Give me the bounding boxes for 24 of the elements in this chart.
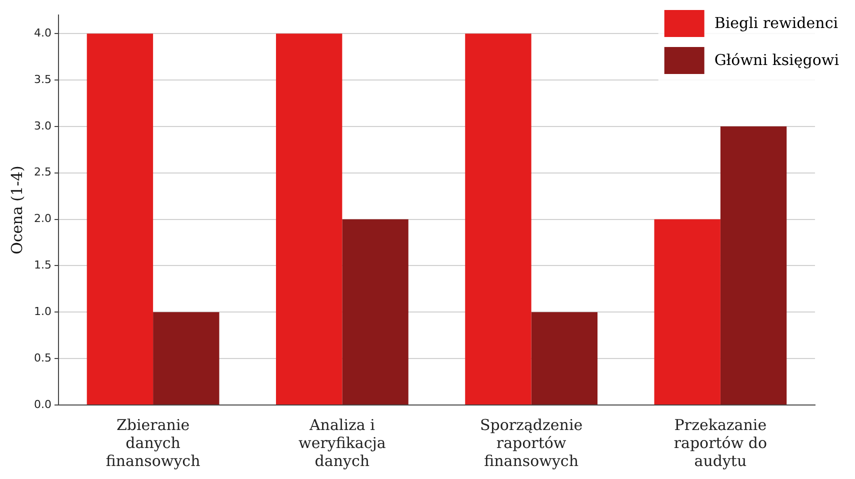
legend-label: Biegli rewidenci xyxy=(714,14,838,32)
y-tick-label: 2.5 xyxy=(34,166,52,179)
legend-label: Główni księgowi xyxy=(714,50,840,69)
bar xyxy=(342,219,408,404)
bar xyxy=(654,219,720,404)
bar xyxy=(276,34,342,404)
x-tick-label: Zbieranie danych finansowych xyxy=(106,416,201,470)
y-axis-title: Ocena (1-4) xyxy=(8,166,26,254)
y-tick-label: 1.0 xyxy=(34,305,52,318)
y-tick-label: 4.0 xyxy=(34,26,52,40)
y-tick-label: 3.0 xyxy=(34,119,52,132)
bar xyxy=(531,312,598,404)
y-tick-label: 0.0 xyxy=(34,398,52,411)
y-tick-label: 2.0 xyxy=(34,212,52,226)
bar xyxy=(153,312,220,404)
bar xyxy=(720,126,787,404)
y-tick-label: 3.5 xyxy=(34,72,52,86)
y-tick-label: 0.5 xyxy=(34,351,52,364)
x-tick-label: Analiza i weryfikacja danych xyxy=(298,416,386,470)
x-tick-label: Przekazanie raportów do audytu xyxy=(674,416,768,470)
bar xyxy=(86,34,154,404)
y-tick-label: 1.5 xyxy=(34,258,52,272)
bar xyxy=(465,34,532,404)
x-tick-label: Sporządzenie raportów finansowych xyxy=(480,416,583,470)
